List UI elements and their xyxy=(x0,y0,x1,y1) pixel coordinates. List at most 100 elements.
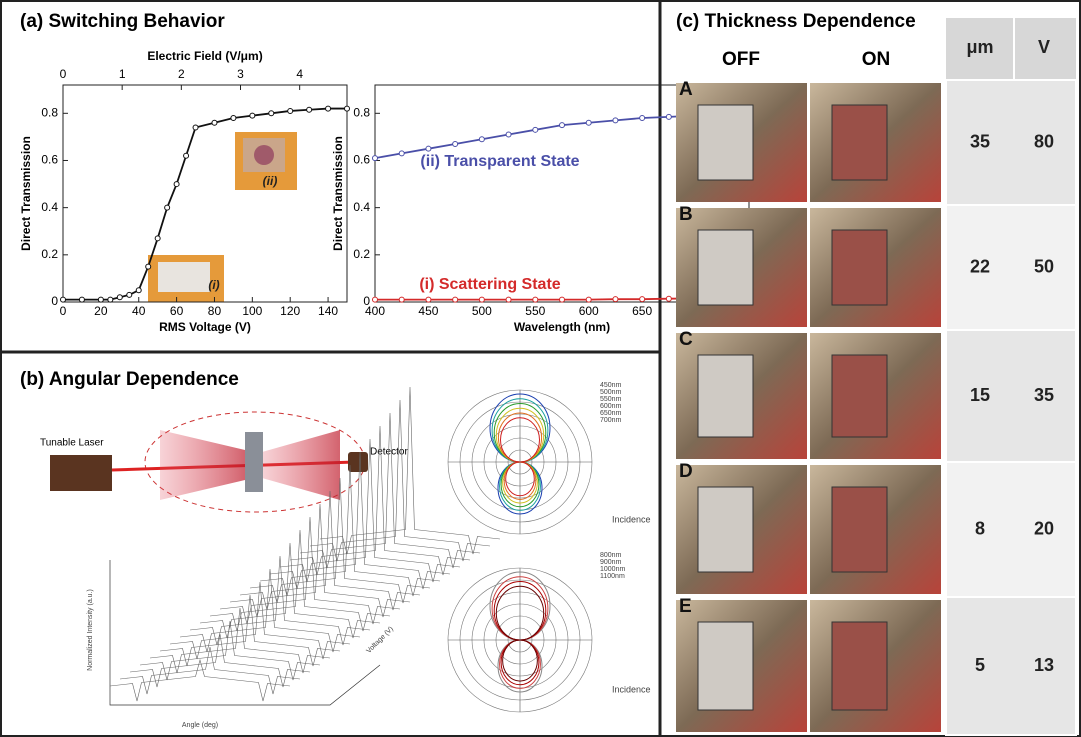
polar-plots xyxy=(447,389,593,713)
waterfall-trace xyxy=(219,516,401,625)
point xyxy=(116,294,123,301)
waterfall-trace xyxy=(239,490,421,611)
axis-label: Angle (deg) xyxy=(182,722,218,729)
waterfall-trace xyxy=(319,386,501,555)
point xyxy=(478,296,485,303)
polar-curve xyxy=(505,461,535,497)
waterfall-plot xyxy=(109,386,501,706)
photo-cell xyxy=(697,229,754,306)
point xyxy=(230,115,237,122)
point xyxy=(164,204,171,211)
table-row xyxy=(945,204,1077,331)
y-tick-label: 0.4 xyxy=(41,200,58,214)
table-cell: 50 xyxy=(1034,256,1054,276)
waterfall-trace xyxy=(159,594,341,667)
y-tick-label: 0.6 xyxy=(41,153,58,167)
legend-entry: 550nm xyxy=(600,396,622,403)
photo-cell xyxy=(831,354,888,438)
table-cell: 35 xyxy=(970,131,990,151)
label: Detector xyxy=(370,447,408,458)
photo-cell xyxy=(697,621,754,711)
legend-entry: 500nm xyxy=(600,389,622,396)
waterfall-trace xyxy=(199,542,381,639)
table-row xyxy=(945,329,1077,463)
label: Tunable Laser xyxy=(40,438,104,449)
x-tick-label: 0 xyxy=(60,304,67,318)
point xyxy=(665,295,672,302)
waterfall-trace xyxy=(269,451,451,590)
waterfall-trace xyxy=(309,399,491,562)
waterfall-trace xyxy=(209,529,391,632)
x-tick-label: 650 xyxy=(632,304,652,318)
table-cell: 8 xyxy=(975,518,985,538)
x2-tick-label: 2 xyxy=(178,67,185,81)
y-axis-label: Direct Transmission xyxy=(19,136,33,251)
photo-cell xyxy=(831,621,888,711)
point xyxy=(532,126,539,133)
point xyxy=(287,107,294,114)
point xyxy=(639,115,646,122)
point xyxy=(60,296,66,303)
table-cell: 20 xyxy=(1034,518,1054,538)
x-tick-label: 60 xyxy=(170,304,184,318)
waterfall-trace xyxy=(229,503,411,618)
photo-cell xyxy=(831,486,888,573)
point xyxy=(145,263,152,270)
legend-entry: 900nm xyxy=(600,559,622,566)
x-axis-label: Wavelength (nm) xyxy=(514,320,610,334)
label: Incidence xyxy=(612,514,651,524)
point xyxy=(126,291,133,298)
x-tick-label: 140 xyxy=(318,304,338,318)
legend-entry: 700nm xyxy=(600,417,622,424)
point xyxy=(97,296,104,303)
table-cell: 80 xyxy=(1034,131,1054,151)
point xyxy=(639,296,646,303)
series-label: (ii) Transparent State xyxy=(420,153,579,170)
waterfall-trace xyxy=(289,425,471,576)
column-label: OFF xyxy=(722,49,760,70)
waterfall-trace xyxy=(259,464,441,597)
y-axis-label: Direct Transmission xyxy=(331,136,345,251)
x-tick-label: 550 xyxy=(525,304,545,318)
legend-entry: 600nm xyxy=(600,403,622,410)
table-header-cell: V xyxy=(1038,37,1050,57)
plot-frame xyxy=(62,84,348,303)
waterfall-trace xyxy=(249,477,431,604)
row-label: C xyxy=(679,329,693,350)
waterfall-trace xyxy=(169,581,351,660)
point xyxy=(559,122,565,129)
table-cell: 35 xyxy=(1034,385,1054,405)
y-tick-label: 0.4 xyxy=(353,200,370,214)
y-tick-label: 0.8 xyxy=(41,105,58,119)
waterfall-trace xyxy=(179,568,361,653)
point xyxy=(372,296,378,303)
legend-entry: 1100nm xyxy=(600,573,625,580)
point xyxy=(372,155,378,162)
table-cell: 5 xyxy=(975,655,985,675)
point xyxy=(183,152,190,159)
point xyxy=(398,296,405,303)
point xyxy=(107,296,114,303)
setup-illustration xyxy=(50,411,368,513)
x-axis-label: RMS Voltage (V) xyxy=(159,320,251,334)
y-tick-label: 0.2 xyxy=(353,247,370,261)
table-cell: 22 xyxy=(970,256,990,276)
point xyxy=(505,296,512,303)
panel-title: (b) Angular Dependence xyxy=(20,369,239,390)
panel-title: (c) Thickness Dependence xyxy=(676,11,916,32)
y-tick-label: 0.6 xyxy=(353,153,370,167)
photo-cell xyxy=(831,104,888,181)
table-row xyxy=(945,596,1077,736)
point xyxy=(612,296,619,303)
table-cell: 13 xyxy=(1034,655,1054,675)
x2-tick-label: 3 xyxy=(237,67,244,81)
point xyxy=(173,181,180,188)
table-cell: 15 xyxy=(970,385,990,405)
row-label: D xyxy=(679,461,693,482)
photo-cell xyxy=(697,486,754,573)
point xyxy=(78,296,85,303)
waterfall-trace xyxy=(189,555,371,646)
y-tick-label: 0.2 xyxy=(41,247,58,261)
point xyxy=(325,105,332,112)
